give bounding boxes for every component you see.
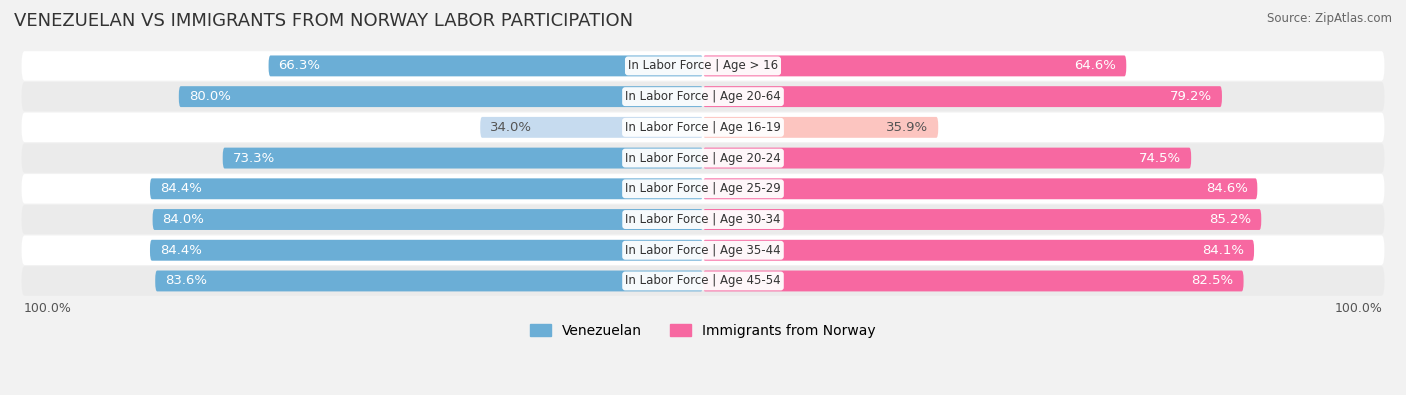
Text: 64.6%: 64.6% [1074,59,1116,72]
FancyBboxPatch shape [703,86,1222,107]
FancyBboxPatch shape [703,240,1254,261]
FancyBboxPatch shape [21,113,1385,142]
FancyBboxPatch shape [21,174,1385,203]
Text: In Labor Force | Age 30-34: In Labor Force | Age 30-34 [626,213,780,226]
FancyBboxPatch shape [269,55,703,76]
Text: In Labor Force | Age 45-54: In Labor Force | Age 45-54 [626,275,780,288]
Text: VENEZUELAN VS IMMIGRANTS FROM NORWAY LABOR PARTICIPATION: VENEZUELAN VS IMMIGRANTS FROM NORWAY LAB… [14,12,633,30]
Text: 84.4%: 84.4% [160,182,201,195]
FancyBboxPatch shape [703,55,1126,76]
FancyBboxPatch shape [150,240,703,261]
FancyBboxPatch shape [150,179,703,199]
Text: 80.0%: 80.0% [188,90,231,103]
FancyBboxPatch shape [21,266,1385,296]
Text: In Labor Force | Age 20-64: In Labor Force | Age 20-64 [626,90,780,103]
Text: 66.3%: 66.3% [278,59,321,72]
Text: In Labor Force | Age 16-19: In Labor Force | Age 16-19 [626,121,780,134]
Text: 85.2%: 85.2% [1209,213,1251,226]
Text: 35.9%: 35.9% [886,121,928,134]
FancyBboxPatch shape [21,205,1385,234]
FancyBboxPatch shape [21,143,1385,173]
Text: 84.4%: 84.4% [160,244,201,257]
Text: 73.3%: 73.3% [232,152,274,165]
FancyBboxPatch shape [703,148,1191,169]
Text: 82.5%: 82.5% [1192,275,1233,288]
FancyBboxPatch shape [179,86,703,107]
Text: 84.1%: 84.1% [1202,244,1244,257]
FancyBboxPatch shape [21,51,1385,81]
FancyBboxPatch shape [703,117,938,138]
Text: 34.0%: 34.0% [491,121,531,134]
FancyBboxPatch shape [481,117,703,138]
FancyBboxPatch shape [155,271,703,292]
Text: 84.6%: 84.6% [1205,182,1247,195]
Text: 74.5%: 74.5% [1139,152,1181,165]
Text: In Labor Force | Age 35-44: In Labor Force | Age 35-44 [626,244,780,257]
FancyBboxPatch shape [703,179,1257,199]
Text: In Labor Force | Age > 16: In Labor Force | Age > 16 [628,59,778,72]
FancyBboxPatch shape [21,235,1385,265]
Text: In Labor Force | Age 20-24: In Labor Force | Age 20-24 [626,152,780,165]
FancyBboxPatch shape [153,209,703,230]
Text: 84.0%: 84.0% [163,213,204,226]
FancyBboxPatch shape [21,82,1385,111]
FancyBboxPatch shape [222,148,703,169]
Legend: Venezuelan, Immigrants from Norway: Venezuelan, Immigrants from Norway [524,318,882,344]
Text: 79.2%: 79.2% [1170,90,1212,103]
Text: Source: ZipAtlas.com: Source: ZipAtlas.com [1267,12,1392,25]
FancyBboxPatch shape [703,271,1243,292]
Text: 83.6%: 83.6% [165,275,207,288]
FancyBboxPatch shape [703,209,1261,230]
Text: In Labor Force | Age 25-29: In Labor Force | Age 25-29 [626,182,780,195]
